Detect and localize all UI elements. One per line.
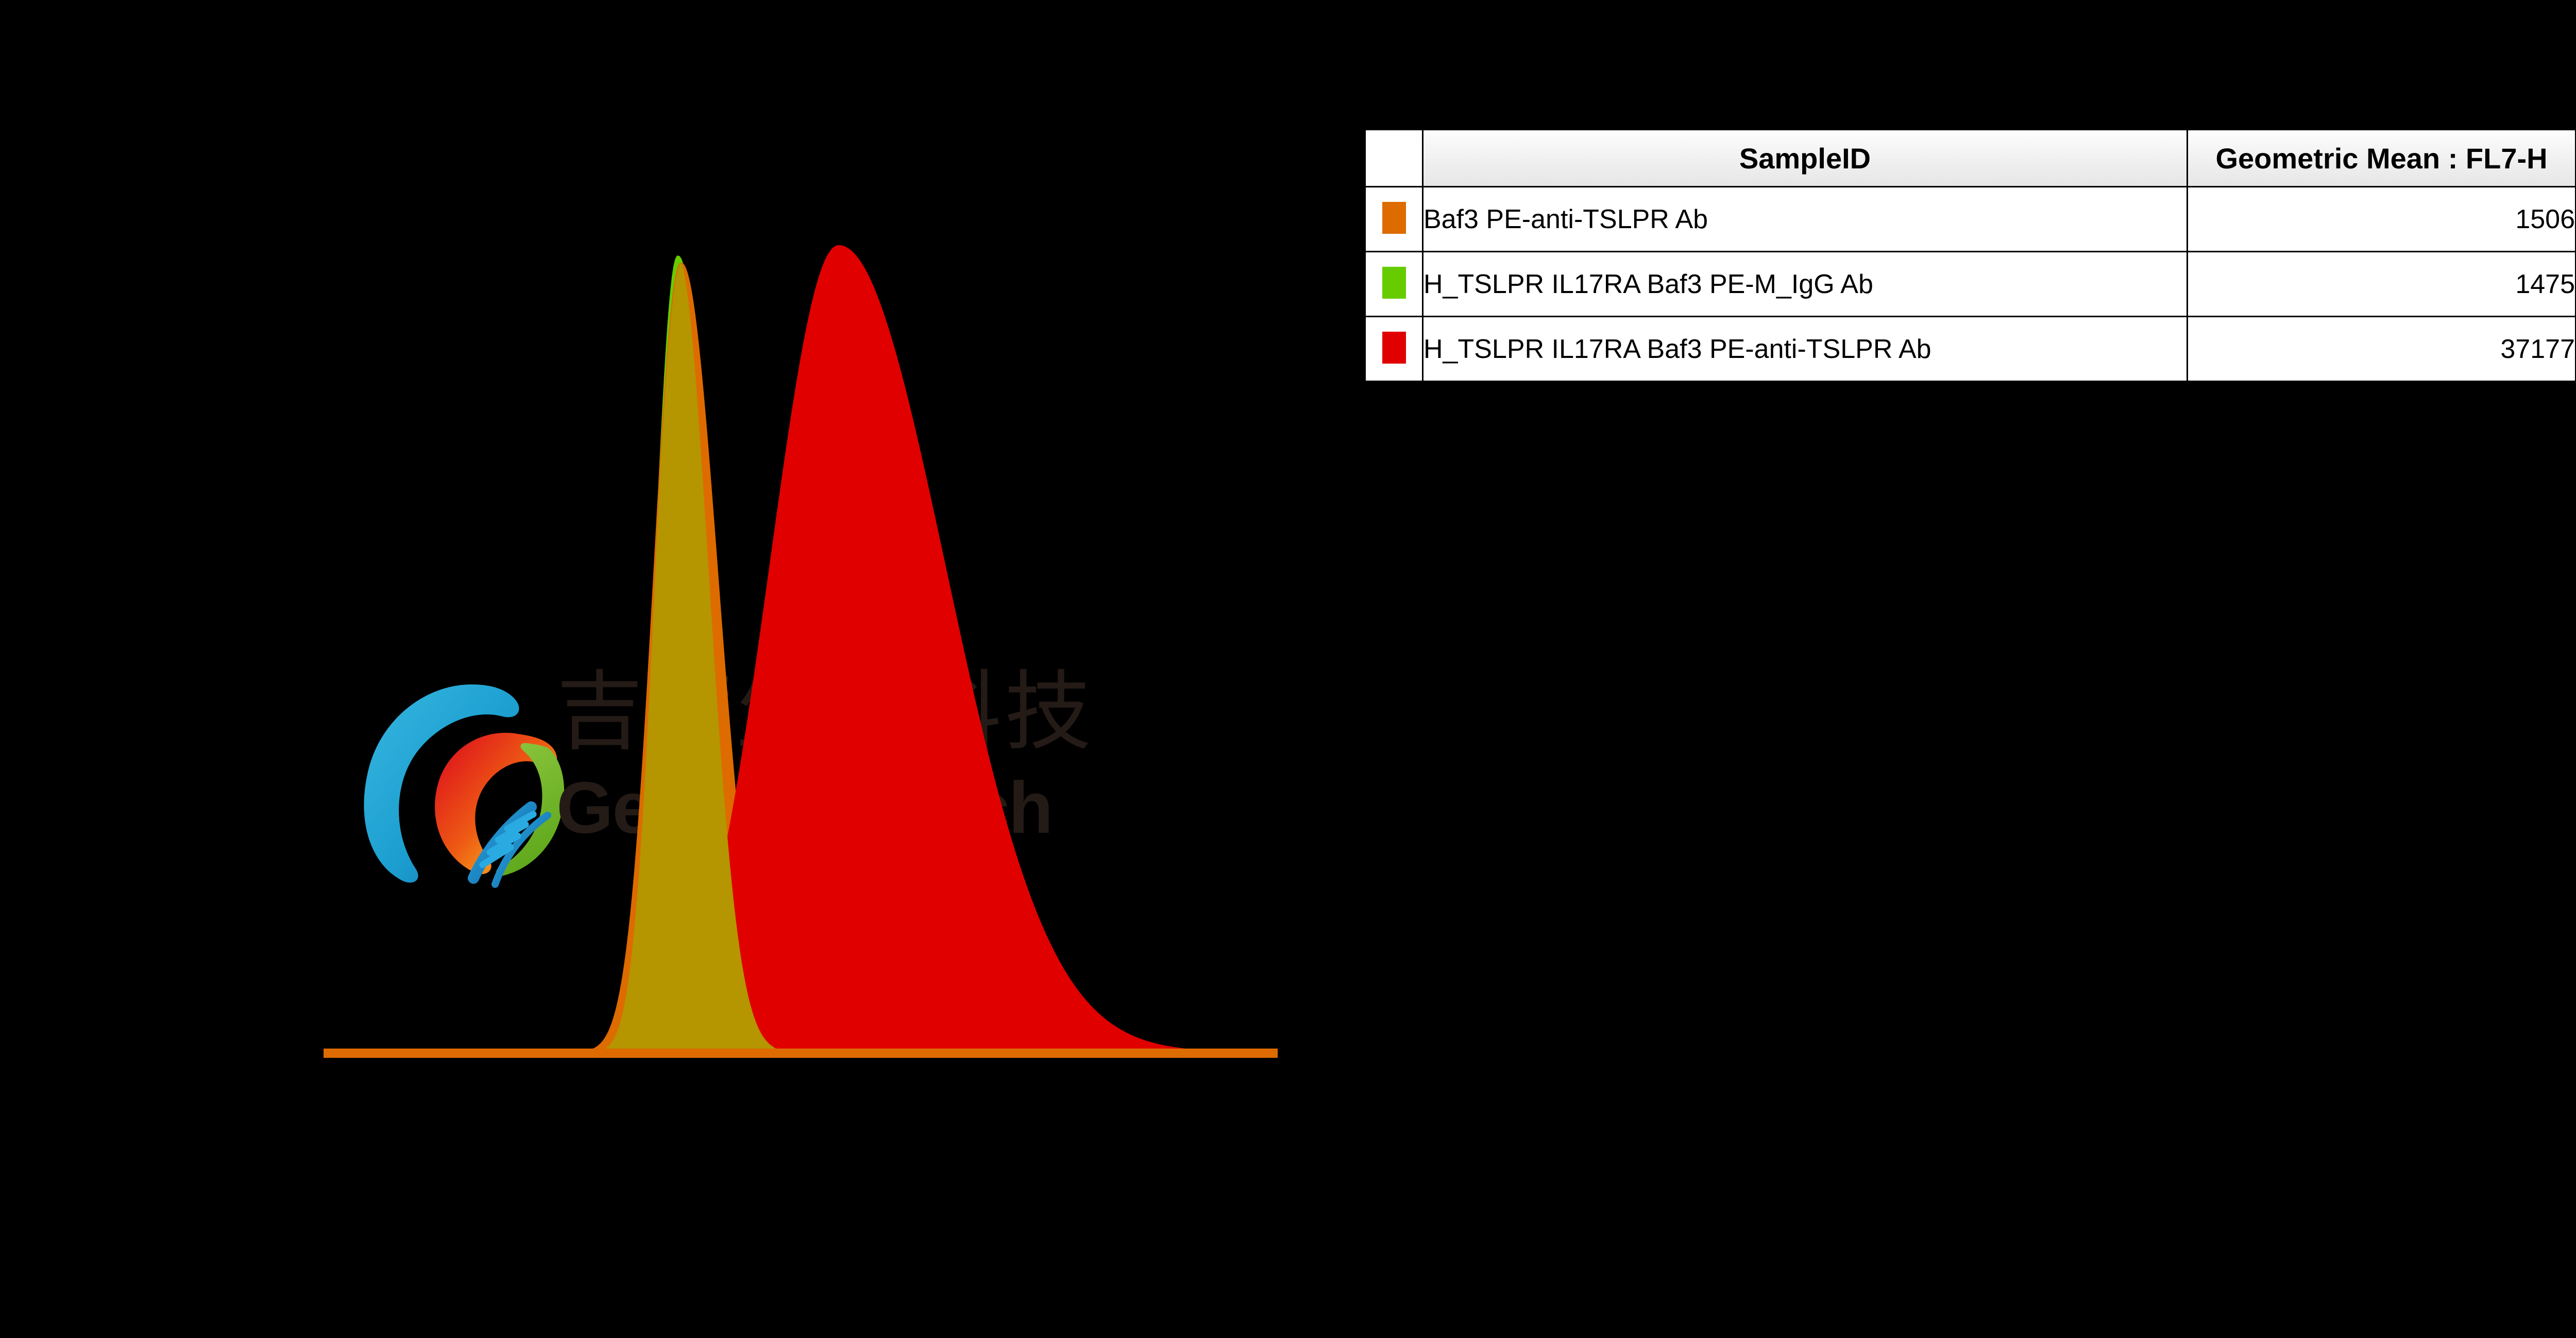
- histogram-trace: [324, 245, 1278, 1054]
- row-sample-id: H_TSLPR IL17RA Baf3 PE-anti-TSLPR Ab: [1422, 316, 2188, 382]
- col-header-swatch: [1364, 129, 1423, 187]
- histogram-traces: [324, 245, 1278, 1058]
- row-geometric-mean-value: 1506: [2187, 186, 2576, 252]
- table-row: H_TSLPR IL17RA Baf3 PE-anti-TSLPR Ab 3717…: [1364, 316, 2576, 382]
- row-color-swatch-cell: [1364, 251, 1423, 317]
- row-color-swatch-cell: [1364, 316, 1423, 382]
- color-swatch-icon: [1382, 332, 1406, 364]
- col-header-geometric-mean: Geometric Mean : FL7-H: [2187, 129, 2576, 187]
- stats-table: SampleID Geometric Mean : FL7-H Baf3 PE-…: [1364, 129, 2576, 382]
- row-color-swatch-cell: [1364, 186, 1423, 252]
- color-swatch-icon: [1382, 202, 1406, 234]
- col-header-sample-id: SampleID: [1422, 129, 2188, 187]
- table-header-row: SampleID Geometric Mean : FL7-H: [1364, 129, 2576, 187]
- flow-cytometry-histogram: 吉满生物科技 Genomeditech: [324, 245, 1278, 1058]
- color-swatch-icon: [1382, 267, 1406, 299]
- row-sample-id: H_TSLPR IL17RA Baf3 PE-M_IgG Ab: [1422, 251, 2188, 317]
- row-sample-id: Baf3 PE-anti-TSLPR Ab: [1422, 186, 2188, 252]
- table-row: Baf3 PE-anti-TSLPR Ab 1506: [1364, 186, 2576, 252]
- row-geometric-mean-value: 37177: [2187, 316, 2576, 382]
- histogram-baseline: [324, 1049, 1278, 1058]
- statistics-table: SampleID Geometric Mean : FL7-H Baf3 PE-…: [1364, 129, 2576, 382]
- row-geometric-mean-value: 1475: [2187, 251, 2576, 317]
- table-row: H_TSLPR IL17RA Baf3 PE-M_IgG Ab 1475: [1364, 251, 2576, 317]
